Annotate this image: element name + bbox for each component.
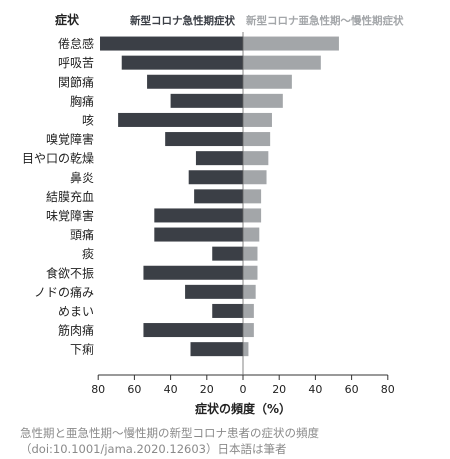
acute-bar — [147, 74, 243, 89]
category-labels: 倦怠感呼吸苦関節痛胸痛咳嗅覚障害目や口の乾燥鼻炎結膜充血味覚障害頭痛痰食欲不振ノ… — [22, 36, 94, 357]
acute-bar — [212, 303, 243, 318]
subacute-bar — [243, 227, 260, 242]
subacute-bar — [243, 74, 292, 89]
category-label: 関節痛 — [58, 74, 94, 89]
caption-line-1: 急性期と亜急性期〜慢性期の新型コロナ患者の症状の頻度 — [20, 426, 319, 440]
category-label: 痰 — [82, 246, 94, 261]
acute-bar — [100, 36, 243, 51]
acute-bar — [154, 208, 243, 223]
subacute-bar — [243, 132, 271, 147]
category-label: 結膜充血 — [46, 189, 94, 204]
category-label: 頭痛 — [70, 227, 94, 242]
category-label: ノドの痛み — [34, 284, 94, 299]
subacute-bar — [243, 36, 339, 51]
subacute-bar — [243, 246, 258, 261]
category-header: 症状 — [55, 12, 80, 27]
category-label: 倦怠感 — [58, 36, 94, 51]
x-axis-title: 症状の頻度（%） — [195, 401, 291, 416]
x-tick-label: 60 — [345, 383, 359, 396]
category-label: 味覚障害 — [46, 208, 94, 223]
subacute-bar — [243, 112, 272, 127]
acute-bar — [195, 151, 243, 166]
x-axis: 80 60 40 20 0 20 40 60 80 — [91, 374, 395, 396]
subacute-bar — [243, 170, 267, 185]
subacute-bar — [243, 303, 254, 318]
subacute-bars — [243, 36, 339, 357]
subacute-bar — [243, 342, 249, 357]
x-tick-label: 60 — [127, 383, 141, 396]
acute-bar — [165, 132, 243, 147]
subacute-bar — [243, 323, 254, 338]
subacute-bar — [243, 93, 283, 108]
x-tick-label: 80 — [381, 383, 395, 396]
subacute-bar — [243, 55, 321, 70]
x-tick-label: 80 — [91, 383, 105, 396]
acute-bar — [190, 342, 243, 357]
x-tick-label: 40 — [308, 383, 322, 396]
acute-bar — [194, 189, 243, 204]
acute-bar — [154, 227, 243, 242]
subacute-bar — [243, 151, 269, 166]
category-label: 食欲不振 — [46, 265, 94, 280]
category-label: 目や口の乾燥 — [22, 152, 94, 166]
acute-bar — [212, 246, 243, 261]
x-tick-label: 20 — [272, 383, 286, 396]
category-label: めまい — [58, 304, 94, 318]
acute-bar — [188, 170, 243, 185]
x-tick-label: 0 — [240, 383, 247, 396]
category-label: 呼吸苦 — [58, 56, 94, 70]
acute-bar — [143, 265, 243, 280]
subacute-bar — [243, 208, 262, 223]
acute-bars — [100, 36, 243, 357]
x-tick-label: 40 — [164, 383, 178, 396]
subacute-bar — [243, 284, 256, 299]
subacute-bar — [243, 265, 258, 280]
caption-line-2: （doi:10.1001/jama.2020.12603）日本語は筆者 — [20, 442, 287, 456]
acute-bar — [185, 284, 243, 299]
legend-acute: 新型コロナ急性期症状 — [130, 14, 235, 27]
acute-bar — [143, 323, 243, 338]
category-label: 胸痛 — [70, 93, 94, 108]
acute-bar — [118, 112, 243, 127]
acute-bar — [121, 55, 243, 70]
category-label: 下痢 — [70, 342, 94, 357]
acute-bar — [170, 93, 243, 108]
category-label: 咳 — [82, 113, 94, 127]
x-tick-label: 20 — [200, 383, 214, 396]
category-label: 筋肉痛 — [58, 323, 94, 338]
category-label: 鼻炎 — [70, 170, 94, 185]
category-label: 嗅覚障害 — [46, 132, 94, 147]
subacute-bar — [243, 189, 262, 204]
legend-subacute: 新型コロナ亜急性期〜慢性期症状 — [246, 14, 404, 27]
